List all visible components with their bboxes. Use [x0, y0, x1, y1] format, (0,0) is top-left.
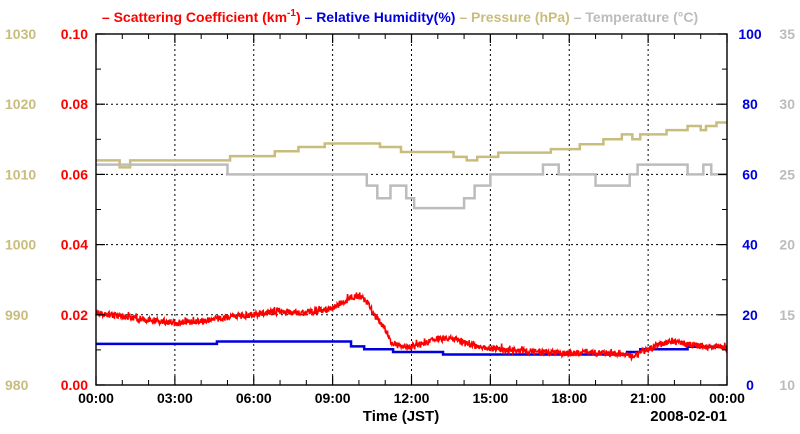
- x-axis-title: Time (JST): [363, 408, 439, 425]
- legend-item-scatter-superscript: -1: [287, 8, 296, 19]
- pressure-tick-label: 990: [5, 307, 29, 323]
- y-right-tick-label: 0: [746, 377, 754, 393]
- temperature-tick-label: 10: [779, 377, 795, 393]
- pressure-tick-label: 1000: [5, 237, 36, 253]
- x-tick-label: 15:00: [472, 390, 508, 406]
- y-left-tick-label: 0.08: [61, 96, 88, 112]
- legend-item-scatter: – Scattering Coefficient (km: [102, 9, 287, 25]
- pressure-tick-label: 1010: [5, 166, 36, 182]
- y-left-tick-label: 0.06: [61, 166, 88, 182]
- legend-item-pressure: – Pressure (hPa): [455, 9, 569, 25]
- plot-area: [95, 121, 728, 363]
- x-tick-label: 09:00: [315, 390, 351, 406]
- series-pressure-line: [96, 121, 727, 169]
- y-right-tick-label: 60: [742, 166, 758, 182]
- pressure-tick-label: 980: [5, 377, 29, 393]
- pressure-tick-label: 1020: [5, 96, 36, 112]
- pressure-tick-label: 1030: [5, 26, 36, 42]
- y-left-tick-label: 0.02: [61, 307, 88, 323]
- temperature-tick-label: 15: [779, 307, 795, 323]
- legend-item-temperature: – Temperature (°C): [570, 9, 698, 25]
- x-tick-label: 00:00: [78, 390, 114, 406]
- temperature-tick-label: 25: [779, 166, 795, 182]
- y-right-tick-label: 20: [742, 307, 758, 323]
- x-tick-label: 18:00: [551, 390, 587, 406]
- y-left-tick-label: 0.04: [61, 237, 88, 253]
- y-right-tick-label: 100: [738, 26, 762, 42]
- y-left-tick-label: 0.00: [61, 377, 88, 393]
- grid: [96, 34, 727, 385]
- y-right-tick-label: 80: [742, 96, 758, 112]
- y-left-tick-label: 0.10: [61, 26, 88, 42]
- legend-item-scatter-suffix: ): [296, 9, 301, 25]
- temperature-tick-label: 30: [779, 96, 795, 112]
- legend-item-rh: – Relative Humidity(%): [301, 9, 456, 25]
- series-temperature-line: [96, 163, 727, 210]
- x-tick-label: 03:00: [157, 390, 193, 406]
- series-scatter-line: [95, 292, 728, 363]
- x-tick-label: 12:00: [394, 390, 430, 406]
- temperature-tick-label: 20: [779, 237, 795, 253]
- date-label: 2008-02-01: [650, 408, 727, 425]
- y-right-tick-label: 40: [742, 237, 758, 253]
- axes: 00:00 03:00 06:00 09:00 12:00 15:00 18:00 21:00…: [5, 26, 795, 406]
- x-tick-label: 00:00: [709, 390, 745, 406]
- legend-text: – Scattering Coefficient (km-1) – Relati…: [102, 8, 698, 25]
- legend: – Scattering Coefficient (km-1) – Relati…: [102, 8, 698, 25]
- temperature-tick-label: 35: [779, 26, 795, 42]
- x-tick-label: 06:00: [236, 390, 272, 406]
- x-tick-label: 21:00: [630, 390, 666, 406]
